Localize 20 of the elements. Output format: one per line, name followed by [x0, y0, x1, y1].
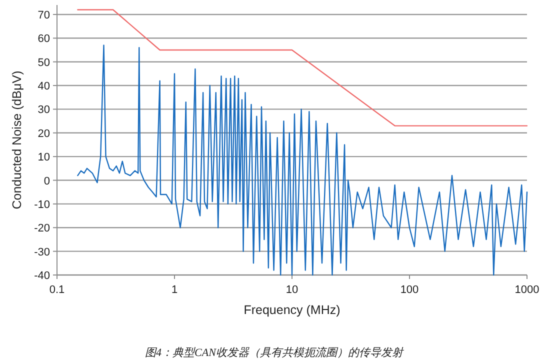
- caption: 图4：典型CAN收发器（具有共模扼流圈）的传导发射: [145, 346, 405, 359]
- y-tick-label: 40: [38, 80, 50, 93]
- y-tick-label: -20: [34, 222, 50, 235]
- x-axis-title: Frequency (MHz): [244, 303, 340, 317]
- y-tick-label: -30: [34, 246, 50, 258]
- y-axis-title: Conducted Noise (dBμV): [10, 70, 24, 210]
- x-tick-label: 100: [400, 284, 419, 296]
- y-tick-label: -10: [34, 198, 50, 211]
- y-tick-label: 30: [38, 104, 50, 116]
- x-tick-label: 1000: [514, 284, 540, 296]
- y-tick-label: -40: [34, 270, 50, 282]
- x-tick-label: 0.1: [49, 284, 65, 296]
- y-tick-label: 10: [38, 152, 50, 164]
- x-tick-label: 10: [286, 284, 298, 296]
- y-tick-label: 20: [38, 128, 50, 140]
- y-tick-label: 70: [38, 9, 50, 22]
- y-tick-label: 60: [38, 33, 50, 46]
- y-tick-label: 50: [38, 56, 50, 69]
- x-tick-label: 1: [171, 284, 178, 296]
- y-tick-label: 0: [44, 175, 50, 188]
